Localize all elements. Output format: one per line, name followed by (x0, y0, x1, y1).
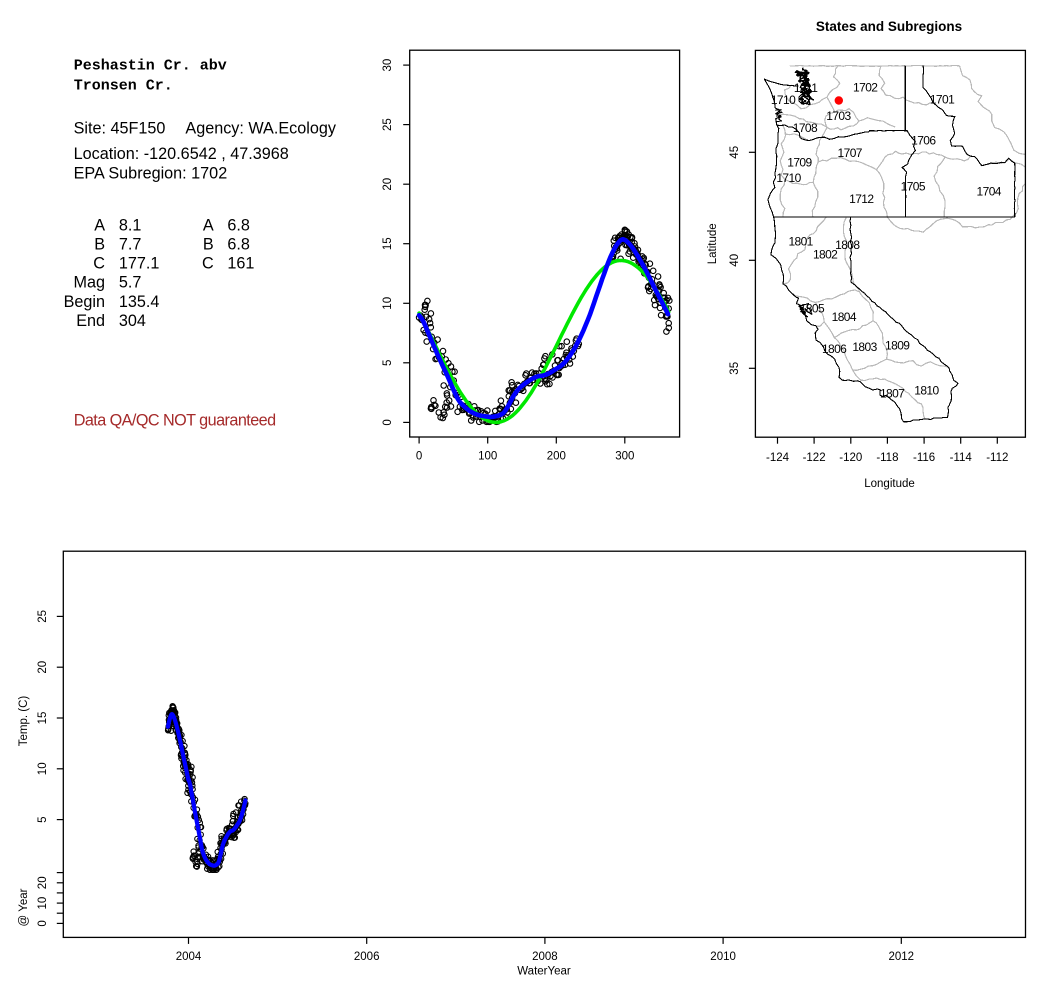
svg-text:2012: 2012 (889, 951, 915, 963)
svg-text:Longitude: Longitude (864, 478, 915, 490)
svg-text:1702: 1702 (853, 80, 878, 94)
svg-text:161: 161 (227, 255, 254, 273)
svg-text:300: 300 (615, 451, 634, 463)
svg-text:B: B (203, 235, 214, 253)
svg-text:10: 10 (37, 762, 49, 775)
svg-text:10: 10 (382, 297, 394, 310)
svg-text:30: 30 (382, 59, 394, 72)
svg-text:1710: 1710 (771, 93, 796, 107)
svg-text:1809: 1809 (885, 338, 910, 352)
svg-text:40: 40 (729, 254, 741, 267)
svg-text:15: 15 (382, 237, 394, 250)
svg-text:EPA Subregion: 1702: EPA Subregion: 1702 (74, 164, 228, 182)
svg-text:1704: 1704 (977, 184, 1002, 198)
svg-text:1711: 1711 (794, 81, 818, 95)
svg-text:1708: 1708 (793, 121, 818, 135)
svg-text:Tronsen Cr.: Tronsen Cr. (74, 77, 173, 94)
svg-text:8.1: 8.1 (119, 216, 142, 234)
svg-text:1707: 1707 (838, 146, 863, 160)
svg-text:1712: 1712 (849, 192, 874, 206)
svg-text:45: 45 (729, 146, 741, 159)
svg-text:20: 20 (37, 661, 49, 674)
svg-text:-124: -124 (766, 452, 790, 464)
svg-text:1806: 1806 (822, 342, 847, 356)
svg-text:Latitude: Latitude (707, 223, 719, 264)
svg-text:2008: 2008 (532, 951, 558, 963)
svg-text:1802: 1802 (813, 248, 838, 262)
svg-text:6.8: 6.8 (227, 235, 250, 253)
svg-text:A: A (94, 216, 105, 234)
svg-text:Temp. (C): Temp. (C) (18, 696, 30, 747)
svg-text:-122: -122 (803, 452, 826, 464)
svg-text:6.8: 6.8 (227, 216, 250, 234)
svg-text:WaterYear: WaterYear (517, 966, 571, 978)
svg-text:7.7: 7.7 (119, 235, 142, 253)
svg-text:0: 0 (416, 451, 422, 463)
svg-text:1710: 1710 (776, 171, 801, 185)
svg-text:100: 100 (478, 451, 497, 463)
svg-text:25: 25 (382, 118, 394, 131)
svg-text:Location: -120.6542 , 47.3968: Location: -120.6542 , 47.3968 (74, 145, 289, 163)
svg-text:States and Subregions: States and Subregions (816, 19, 962, 34)
svg-text:-114: -114 (950, 452, 973, 464)
svg-text:0: 0 (37, 920, 49, 926)
svg-text:-120: -120 (839, 452, 862, 464)
svg-text:-118: -118 (876, 452, 898, 464)
svg-text:C: C (202, 255, 214, 273)
svg-text:C: C (93, 255, 105, 273)
svg-text:1810: 1810 (914, 384, 939, 398)
svg-text:B: B (94, 235, 105, 253)
svg-text:Data QA/QC NOT guaranteed: Data QA/QC NOT guaranteed (74, 412, 276, 430)
svg-text:Mag: Mag (74, 274, 106, 292)
svg-text:Site: 45F150: Site: 45F150 (74, 119, 166, 137)
svg-text:1805: 1805 (800, 301, 825, 315)
svg-text:25: 25 (37, 610, 49, 623)
svg-text:135.4: 135.4 (119, 293, 160, 311)
svg-text:0: 0 (382, 419, 394, 425)
svg-text:-116: -116 (913, 452, 935, 464)
svg-text:1801: 1801 (788, 234, 813, 248)
svg-text:15: 15 (37, 712, 49, 725)
svg-text:1703: 1703 (826, 109, 851, 123)
svg-text:177.1: 177.1 (119, 255, 160, 273)
svg-text:5: 5 (382, 360, 394, 366)
svg-text:1706: 1706 (911, 133, 936, 147)
svg-text:Peshastin Cr. abv: Peshastin Cr. abv (74, 58, 227, 75)
svg-text:Agency: WA.Ecology: Agency: WA.Ecology (185, 119, 336, 137)
svg-text:1701: 1701 (930, 93, 955, 107)
svg-text:200: 200 (547, 451, 566, 463)
svg-text:5.7: 5.7 (119, 274, 142, 292)
svg-text:A: A (203, 216, 214, 234)
svg-text:1705: 1705 (901, 179, 926, 193)
svg-text:-112: -112 (986, 452, 1008, 464)
svg-text:Begin: Begin (64, 293, 105, 311)
svg-text:10: 10 (37, 897, 49, 910)
svg-text:5: 5 (37, 816, 49, 822)
svg-text:End: End (76, 312, 105, 330)
svg-text:1709: 1709 (787, 156, 812, 170)
svg-text:2006: 2006 (354, 951, 380, 963)
svg-text:1807: 1807 (880, 387, 905, 401)
svg-text:2004: 2004 (176, 951, 202, 963)
svg-text:1804: 1804 (832, 310, 857, 324)
svg-text:304: 304 (119, 312, 146, 330)
svg-text:1808: 1808 (835, 238, 860, 252)
svg-text:20: 20 (37, 876, 49, 889)
svg-text:1803: 1803 (852, 340, 877, 354)
svg-text:@ Year: @ Year (18, 888, 30, 926)
svg-text:35: 35 (729, 362, 741, 375)
svg-text:20: 20 (382, 178, 394, 191)
svg-text:2010: 2010 (710, 951, 736, 963)
